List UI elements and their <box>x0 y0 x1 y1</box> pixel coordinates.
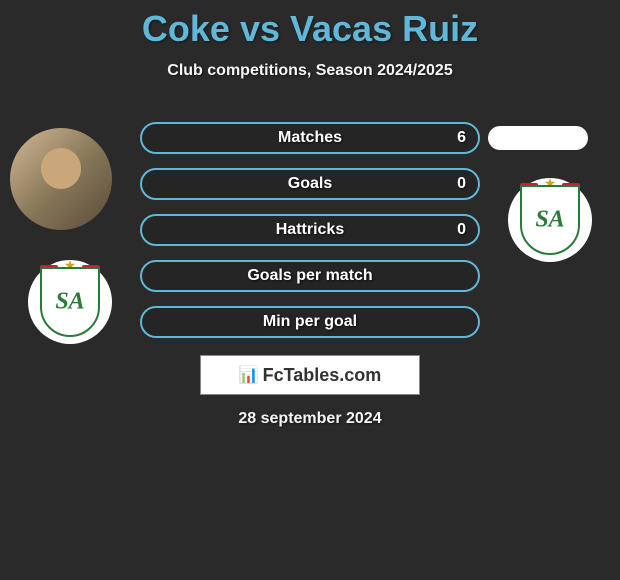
badge-letters: SA <box>535 207 564 234</box>
brand-text: FcTables.com <box>263 365 382 386</box>
stat-label: Goals per match <box>247 267 372 285</box>
stat-label: Matches <box>278 129 342 147</box>
stat-value: 0 <box>457 221 466 239</box>
brand-box[interactable]: 📊 FcTables.com <box>200 355 420 395</box>
badge-inner: ★ SA <box>40 267 100 337</box>
stat-bar-min-per-goal: Min per goal <box>140 306 480 338</box>
badge-shield-icon: SA <box>520 185 580 255</box>
player-photo-left <box>10 128 112 230</box>
club-badge-right: ★ SA <box>508 178 592 262</box>
page-subtitle: Club competitions, Season 2024/2025 <box>0 62 620 80</box>
stat-label: Goals <box>288 175 332 193</box>
stat-label: Min per goal <box>263 313 357 331</box>
club-badge-left: ★ SA <box>28 260 112 344</box>
stat-bar-hattricks: Hattricks 0 <box>140 214 480 246</box>
stat-bar-matches: Matches 6 <box>140 122 480 154</box>
date-text: 28 september 2024 <box>0 410 620 428</box>
badge-shield-icon: SA <box>40 267 100 337</box>
header: Coke vs Vacas Ruiz Club competitions, Se… <box>0 0 620 80</box>
badge-inner: ★ SA <box>520 185 580 255</box>
chart-icon: 📊 <box>239 365 259 385</box>
stat-label: Hattricks <box>276 221 344 239</box>
page-title: Coke vs Vacas Ruiz <box>0 8 620 50</box>
stat-value: 6 <box>457 129 466 147</box>
player-photo-right <box>488 126 588 150</box>
stat-value: 0 <box>457 175 466 193</box>
stats-container: Matches 6 Goals 0 Hattricks 0 Goals per … <box>140 122 480 352</box>
badge-letters: SA <box>55 289 84 316</box>
stat-bar-goals-per-match: Goals per match <box>140 260 480 292</box>
stat-bar-goals: Goals 0 <box>140 168 480 200</box>
